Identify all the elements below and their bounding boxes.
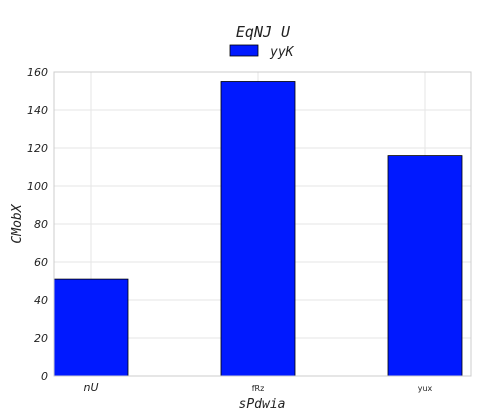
legend-swatch-yyk: [229, 44, 259, 57]
bar-yux: [387, 155, 463, 377]
y-axis-label: CMobX: [10, 203, 25, 243]
bars: [53, 81, 463, 377]
bar-frz: [220, 81, 296, 377]
y-tick-label: 80: [34, 218, 48, 231]
y-tick-label: 120: [27, 142, 48, 155]
y-tick-label: 140: [27, 104, 48, 117]
x-axis-label: sPdwia: [239, 397, 286, 412]
y-tick-label: 0: [41, 370, 48, 383]
legend-label-yyk: yyK: [269, 45, 295, 60]
chart-title: EqNJ U: [236, 23, 291, 41]
y-tick-label: 40: [34, 294, 48, 307]
bar-nu: [53, 278, 129, 377]
y-tick-label: 60: [34, 256, 48, 269]
x-axis-ticks: nU fRz yux: [83, 381, 432, 394]
x-tick-label: fRz: [252, 384, 265, 393]
plot-frame: [53, 71, 472, 377]
y-tick-label: 100: [27, 180, 48, 193]
x-tick-label: yux: [418, 384, 433, 393]
x-tick-label: nU: [83, 381, 98, 394]
legend: yyK: [229, 44, 295, 60]
y-tick-label: 20: [34, 332, 48, 345]
y-axis-ticks: 0 20 40 60 80 100 120 140 160: [27, 66, 48, 383]
y-tick-label: 160: [27, 66, 48, 79]
